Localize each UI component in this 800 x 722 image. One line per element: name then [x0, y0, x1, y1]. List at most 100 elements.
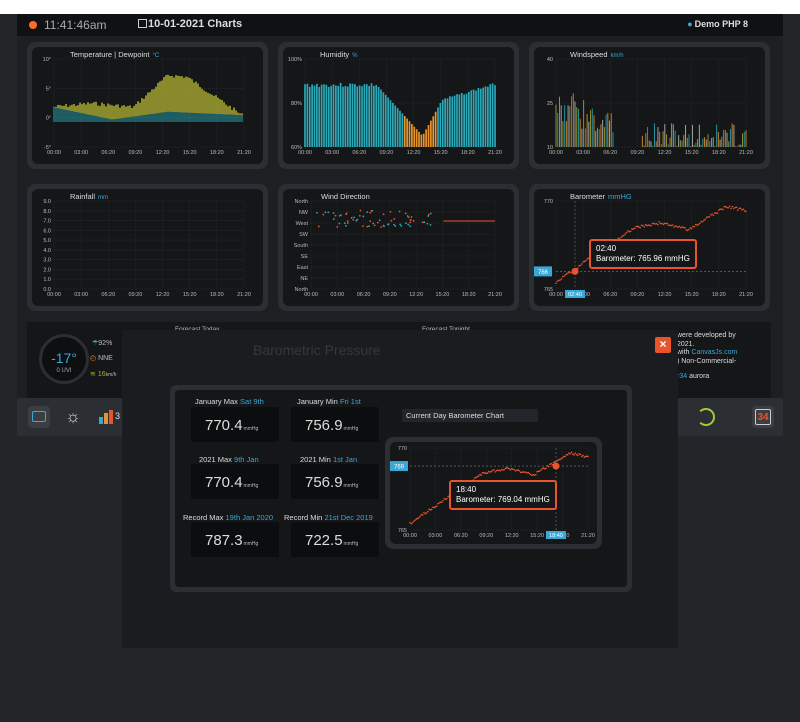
january-min-label: January Min Fri 1st — [297, 397, 361, 406]
canvasjs-link[interactable]: CanvasJs.com — [691, 349, 738, 356]
year-max-when: 9th Jan — [234, 455, 259, 464]
temperature-gauge[interactable]: -17° 0 UVI — [39, 334, 89, 384]
crosshair-x-label: 18:40 — [549, 533, 563, 539]
temperature-panel[interactable]: Temperature | Dewpoint °C 10° 5° 0° -5° 00:00… — [27, 42, 268, 169]
refresh-button[interactable] — [695, 406, 717, 428]
barometer-point — [669, 224, 671, 227]
barometer-point — [648, 224, 651, 227]
credits-line-3: with CanvasJs.com — [677, 349, 777, 358]
x-tick-label: 21:20 — [237, 150, 251, 156]
direction-point — [380, 226, 383, 228]
barometer-point — [547, 465, 550, 468]
header-bar: 11:41:46am 10-01-2021 Charts ● Demo PHP 8 — [17, 14, 783, 36]
current-day-chart-panel[interactable]: 77076500:0003:0006:2009:2012:2015:2018:2… — [385, 437, 602, 549]
charts-button[interactable]: 3 — [96, 406, 120, 428]
barometer-point — [647, 224, 650, 226]
barometer-point — [439, 501, 442, 503]
direction-point — [316, 211, 318, 214]
barometer-point — [536, 470, 538, 473]
barometer-point — [708, 216, 711, 218]
barometer-point — [560, 457, 563, 460]
status-dot-icon — [29, 21, 37, 29]
weather34-badge-button[interactable]: 34 — [752, 406, 774, 428]
credits-line-2: 2021. — [677, 340, 695, 348]
current-day-tooltip-time: 18:40 — [456, 485, 477, 494]
barometer-point — [557, 279, 560, 282]
barometer-point — [697, 223, 700, 226]
x-tick-label: 18:20 — [461, 150, 475, 156]
crosshair-x-label: 02:40 — [568, 292, 582, 298]
x-tick-label: 12:20 — [156, 150, 170, 156]
console-button[interactable] — [28, 406, 50, 428]
barometer-point — [549, 463, 551, 466]
barometer-point — [578, 453, 580, 455]
barometer-point — [498, 469, 500, 472]
barometer-title-text: Barometer — [570, 192, 606, 201]
credits-text: were developed by 2021. with CanvasJs.co… — [677, 332, 777, 382]
direction-point — [410, 219, 412, 221]
windspeed-panel[interactable]: Windspeed km/h 40 25 10 00:00 03:00 06:20 09:20… — [529, 42, 770, 169]
weather-button[interactable]: ☼ — [62, 406, 84, 428]
x-tick-label: 12:20 — [658, 150, 672, 156]
wind-direction-panel[interactable]: Wind Direction North NW West SW South SE East N… — [278, 184, 519, 311]
wind-direction-title-text: Wind Direction — [321, 192, 370, 201]
barometer-point — [421, 514, 424, 516]
direction-point — [378, 219, 381, 222]
january-max-label: January Max Sat 9th — [195, 397, 264, 406]
barometer-point — [444, 498, 447, 501]
barometer-point — [491, 469, 494, 472]
close-button[interactable]: × — [655, 337, 671, 353]
barometer-point — [533, 474, 536, 477]
y-tick-label: North — [295, 199, 308, 205]
barometer-point — [540, 469, 542, 471]
x-tick-label: 21:20 — [488, 292, 502, 298]
location-link[interactable]: ● Demo PHP 8 — [687, 19, 748, 29]
x-tick-label: 06:20 — [352, 150, 366, 156]
barometer-point — [711, 213, 713, 215]
barometer-point — [415, 518, 418, 520]
record-max-when: 19th Jan 2020 — [225, 513, 274, 522]
x-tick-label: 15:20 — [436, 292, 450, 298]
barometer-point — [514, 470, 517, 472]
y-tick-label: 0.0 — [43, 287, 51, 293]
y-tick-label: 5.0 — [43, 238, 51, 244]
direction-point — [394, 225, 397, 227]
barometer-point — [420, 513, 423, 516]
rainfall-panel[interactable]: Rainfall mm 9.0 8.0 7.0 6.0 5.0 4.0 3.0 2.0 1.0 0.… — [27, 184, 268, 311]
direction-point — [352, 218, 355, 221]
barometer-point — [504, 467, 507, 470]
current-day-tooltip-value: Barometer: 769.04 mmHG — [456, 495, 550, 504]
barometer-point — [561, 456, 564, 459]
x-tick-label: 12:20 — [407, 150, 421, 156]
barometer-point — [701, 220, 704, 223]
barometer-point — [556, 280, 559, 283]
x-tick-label: 00:00 — [304, 292, 318, 298]
barometer-point — [413, 520, 415, 523]
direction-point — [390, 219, 393, 222]
barometer-point — [625, 231, 628, 234]
barometer-point — [727, 206, 730, 209]
direction-point — [327, 211, 330, 214]
humidity-panel[interactable]: Humidity% 100% 80% 60% 00:00 03:00 06:20 09:20… — [278, 42, 519, 169]
x-tick-label: 06:20 — [101, 150, 115, 156]
barometer-point — [518, 470, 521, 472]
january-min-box: 756.9mmHg — [291, 407, 379, 442]
barometer-point — [655, 222, 658, 225]
direction-point — [398, 210, 401, 213]
barometer-point — [737, 209, 739, 211]
barometer-point — [440, 501, 443, 504]
barometer-point — [563, 455, 565, 458]
date-charts-link[interactable]: 10-01-2021 Charts — [138, 18, 242, 30]
barometer-point — [561, 275, 564, 278]
x-tick-label: 21:20 — [237, 292, 251, 298]
y-tick-label: 765 — [398, 528, 407, 534]
barometer-point — [512, 468, 514, 471]
barometer-point — [699, 222, 701, 225]
direction-point — [356, 218, 359, 221]
umbrella-icon: ☂ — [92, 340, 99, 347]
barometer-point — [532, 473, 535, 476]
rainfall-chart: 9.0 8.0 7.0 6.0 5.0 4.0 3.0 2.0 1.0 0.000:00 03:00… — [43, 199, 251, 298]
direction-point — [399, 223, 402, 226]
barometer-point — [642, 224, 644, 227]
